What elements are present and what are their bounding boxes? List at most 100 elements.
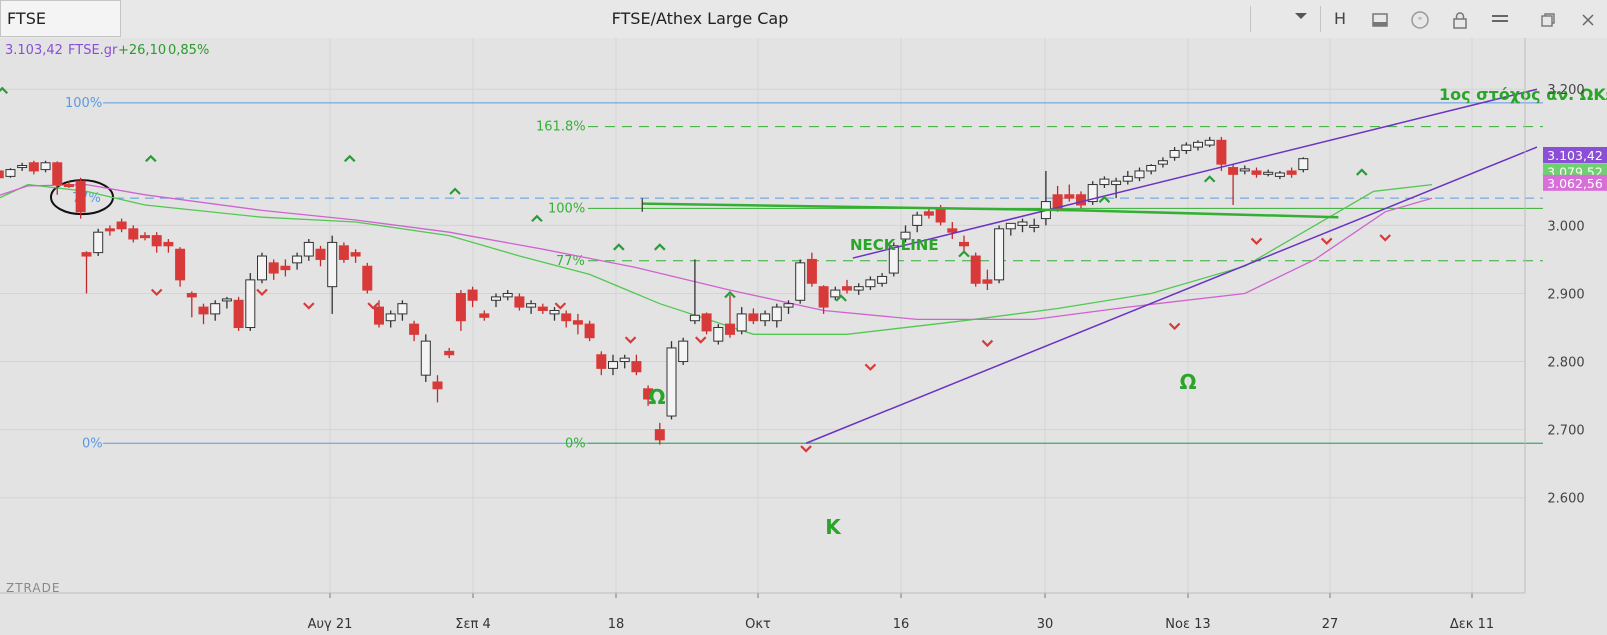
candle xyxy=(1146,164,1157,175)
candle xyxy=(1134,167,1145,182)
fib-level-label: 0% xyxy=(82,436,103,451)
candle-body xyxy=(52,162,63,186)
candle-body xyxy=(842,286,852,291)
candle-body xyxy=(1274,172,1285,177)
x-tick-label: Αυγ 21 xyxy=(308,617,353,632)
candle xyxy=(479,310,490,321)
candle-body xyxy=(292,255,303,264)
trendlines xyxy=(641,88,1538,444)
candle-body xyxy=(853,286,864,291)
right-shoulder-label: Ω xyxy=(1179,370,1196,394)
x-tick-label: Δεκ 11 xyxy=(1450,617,1494,632)
candle xyxy=(221,296,232,309)
candle-body xyxy=(444,350,455,356)
candle xyxy=(1298,157,1309,173)
swing-low-arrow xyxy=(1379,234,1391,242)
candle-body xyxy=(1087,184,1098,203)
candle xyxy=(374,300,384,328)
candle-body xyxy=(1122,175,1133,182)
candle xyxy=(795,259,806,304)
candle xyxy=(1169,147,1180,161)
price-tag: 3.062,56 xyxy=(1543,174,1607,191)
swing-low-arrow xyxy=(303,302,315,310)
hide-button[interactable]: H xyxy=(1333,9,1347,28)
candle-body xyxy=(5,169,16,177)
menu-icon[interactable] xyxy=(1482,0,1518,38)
lock-icon[interactable] xyxy=(1442,0,1478,38)
quote-icon[interactable]: " xyxy=(1402,0,1438,38)
toolbar-divider xyxy=(1250,6,1251,32)
candle xyxy=(292,252,303,270)
candle xyxy=(1193,140,1203,151)
candle xyxy=(1263,169,1274,177)
candle-body xyxy=(81,252,92,257)
quote-change-pct: 0,85% xyxy=(168,43,209,58)
symbol-input[interactable]: FTSE xyxy=(0,0,121,37)
candle-body xyxy=(28,162,39,172)
candle-body xyxy=(17,164,28,169)
candle xyxy=(63,181,74,188)
y-tick-label: 3.000 xyxy=(1547,219,1584,234)
fib-level-label: 161.8% xyxy=(536,120,586,135)
candle xyxy=(93,228,104,257)
moving-averages xyxy=(0,183,1433,335)
candle-body xyxy=(280,265,291,271)
candle xyxy=(303,239,314,261)
candle xyxy=(584,320,595,342)
candle-body xyxy=(689,314,700,322)
candle-body xyxy=(760,313,771,322)
candle-body xyxy=(210,303,221,315)
candle xyxy=(748,308,759,325)
neck-line xyxy=(642,202,1082,212)
x-tick-label: 27 xyxy=(1322,617,1339,632)
swing-high-arrow xyxy=(835,294,847,302)
quote-header: 3.103,42 FTSE.gr +26,10 0,85% xyxy=(5,43,209,58)
y-tick-label: 3.200 xyxy=(1547,83,1584,98)
candle-body xyxy=(1005,222,1016,230)
candle xyxy=(198,303,209,325)
dropdown-chevron-icon[interactable] xyxy=(1283,0,1319,38)
candle-body xyxy=(1204,139,1215,146)
candle-body xyxy=(725,323,735,335)
price-tag: 3.103,42 xyxy=(1543,146,1607,163)
chart-grid xyxy=(0,38,1525,593)
candle-body xyxy=(63,184,74,188)
candle xyxy=(81,251,92,294)
candle xyxy=(5,168,16,178)
candle-body xyxy=(1228,167,1239,175)
panel-icon[interactable] xyxy=(1362,0,1398,38)
candle xyxy=(678,337,689,365)
close-icon[interactable] xyxy=(1570,0,1606,38)
candle xyxy=(432,375,443,403)
candle xyxy=(315,245,326,267)
candle-body xyxy=(701,313,712,332)
swing-high-arrow xyxy=(145,154,157,163)
candle xyxy=(818,285,829,314)
candle xyxy=(549,307,560,321)
candle xyxy=(1181,142,1192,154)
candle-body xyxy=(1216,139,1227,165)
x-tick-label: 18 xyxy=(608,617,625,632)
candle-body xyxy=(479,313,490,318)
candle-body xyxy=(561,313,572,322)
candle-body xyxy=(830,289,841,298)
candle xyxy=(806,252,817,287)
candle xyxy=(75,177,86,219)
candle-body xyxy=(748,313,759,322)
toolbar-divider xyxy=(1320,6,1321,32)
swing-low-arrow xyxy=(367,302,379,310)
candle-body xyxy=(631,361,642,373)
swing-high-arrow xyxy=(1098,195,1111,203)
left-shoulder-label: Ω xyxy=(648,385,665,409)
restore-icon[interactable] xyxy=(1530,0,1566,38)
candle xyxy=(1076,191,1086,209)
target-label: 1ος στόχος αν. ΩΚΩ xyxy=(1439,85,1607,104)
swing-low-arrow xyxy=(1250,237,1263,245)
ma-green-line xyxy=(0,183,1433,335)
candle-body xyxy=(1251,170,1262,175)
candle xyxy=(338,242,349,263)
swing-high-arrow xyxy=(343,154,356,163)
candle xyxy=(233,296,244,331)
candle-body xyxy=(608,361,618,369)
